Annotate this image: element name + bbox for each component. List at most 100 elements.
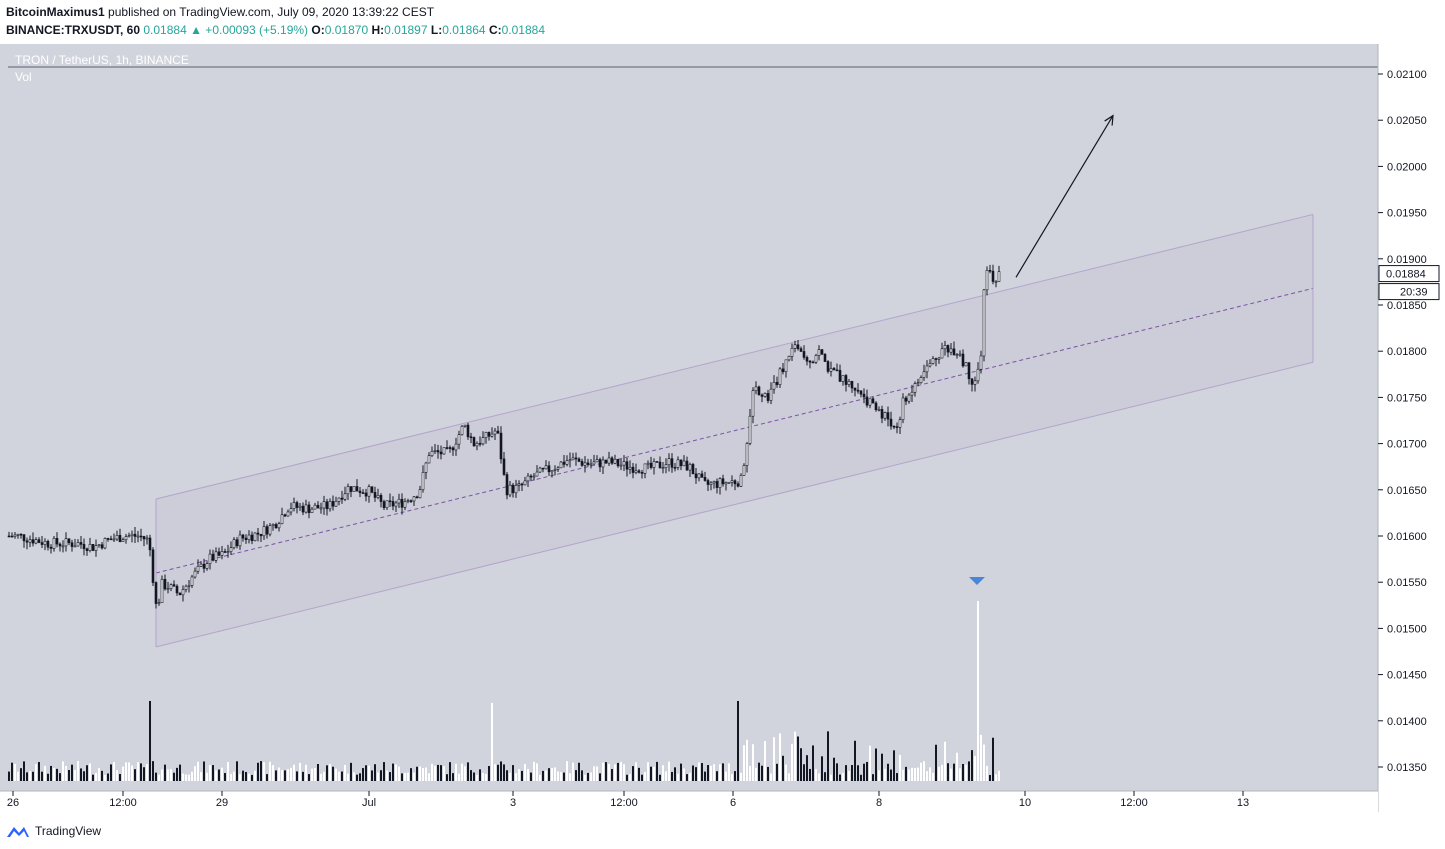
candle-body [157, 602, 161, 604]
volume-bar [755, 767, 757, 781]
volume-bar [326, 765, 328, 781]
candle-body [265, 526, 269, 535]
candle-body [397, 498, 401, 504]
volume-bar [518, 769, 520, 781]
volume-bar [293, 764, 295, 781]
volume-bar [629, 773, 631, 781]
tradingview-logo[interactable]: TradingView [6, 824, 101, 838]
price-chart[interactable]: TRON / TetherUS, 1h, BINANCE Vol 0.02100… [0, 44, 1445, 812]
volume-bar [758, 762, 760, 781]
candle-body [628, 466, 632, 470]
candle-body [208, 553, 212, 564]
candle-body [187, 585, 191, 587]
volume-bar [467, 762, 469, 781]
volume-bar [806, 755, 808, 781]
volume-bar [47, 773, 49, 781]
volume-bar [809, 768, 811, 781]
author-name[interactable]: BitcoinMaximus1 [6, 5, 105, 19]
pane-title: TRON / TetherUS, 1h, BINANCE [15, 53, 189, 67]
candle-body [226, 551, 230, 553]
candle-body [955, 354, 959, 356]
candle-body [262, 526, 266, 537]
candle-body [979, 355, 983, 370]
candle-body [31, 539, 35, 544]
candle-body [967, 362, 971, 380]
volume-bar [437, 764, 439, 781]
volume-bar [782, 755, 784, 781]
candle-body [601, 459, 605, 468]
candle-body [421, 472, 425, 490]
volume-bar [269, 761, 271, 781]
candle-body [694, 473, 698, 479]
candle-body [364, 492, 368, 497]
candle-body [424, 462, 428, 473]
candle-body [100, 544, 104, 549]
volume-bar [125, 762, 127, 781]
volume-bar [794, 731, 796, 781]
volume-bar [434, 765, 436, 781]
candle-body [691, 464, 695, 475]
candle-body [562, 461, 566, 465]
volume-bar [428, 773, 430, 781]
volume-bar [566, 761, 568, 781]
volume-bar [179, 764, 181, 781]
volume-bar [869, 745, 871, 781]
candle-body [490, 433, 494, 437]
volume-bar [623, 764, 625, 781]
volume-bar [551, 768, 553, 781]
volume-bar [803, 764, 805, 781]
candle-body [736, 483, 740, 487]
candle-body [49, 546, 53, 549]
candle-body [436, 450, 440, 453]
price-axis[interactable] [1378, 44, 1445, 812]
candle-body [619, 464, 623, 467]
candle-body [238, 534, 242, 547]
candle-body [766, 393, 770, 401]
candle-body [658, 461, 662, 469]
candle-body [67, 538, 71, 544]
volume-bar [422, 767, 424, 781]
chart-header: BitcoinMaximus1 published on TradingView… [0, 0, 1445, 44]
volume-bar [752, 744, 754, 781]
candle-body [805, 357, 809, 362]
candle-body [145, 537, 149, 540]
candle-body [70, 542, 74, 547]
volume-bar [413, 772, 415, 781]
time-tick-label: 12:00 [610, 797, 638, 809]
volume-bar [158, 774, 160, 781]
price-tick-label: 0.01650 [1387, 485, 1427, 497]
candle-body [25, 540, 29, 543]
volume-bar [851, 765, 853, 781]
candle-body [508, 484, 512, 496]
candle-body [988, 270, 992, 272]
volume-bar [449, 762, 451, 781]
candle-body [406, 500, 410, 502]
volume-bar [659, 774, 661, 781]
volume-bar [749, 765, 751, 781]
candle-body [646, 462, 650, 465]
parallel-channel[interactable] [155, 213, 1314, 648]
volume-bar [743, 745, 745, 781]
volume-bar [995, 774, 997, 781]
volume-bar [791, 743, 793, 781]
candle-body [469, 436, 473, 439]
candle-body [52, 538, 56, 549]
trend-arrow[interactable] [1015, 114, 1114, 278]
volume-bar [845, 765, 847, 781]
candle-body [874, 402, 878, 411]
time-axis[interactable] [0, 791, 1378, 812]
volume-bar [671, 771, 673, 781]
candle-body [334, 501, 338, 507]
candle-body [184, 585, 188, 590]
volume-bar [65, 766, 67, 781]
volume-bar [719, 764, 721, 781]
chart-area[interactable]: TRON / TetherUS, 1h, BINANCE Vol 0.02100… [0, 44, 1445, 812]
candle-body [748, 415, 752, 444]
candle-body [814, 355, 818, 363]
volume-bar [542, 770, 544, 781]
candle-body [604, 459, 608, 464]
candle-body [865, 396, 869, 406]
candle-body [616, 458, 620, 467]
candle-body [85, 548, 89, 551]
candle-body [739, 475, 743, 487]
